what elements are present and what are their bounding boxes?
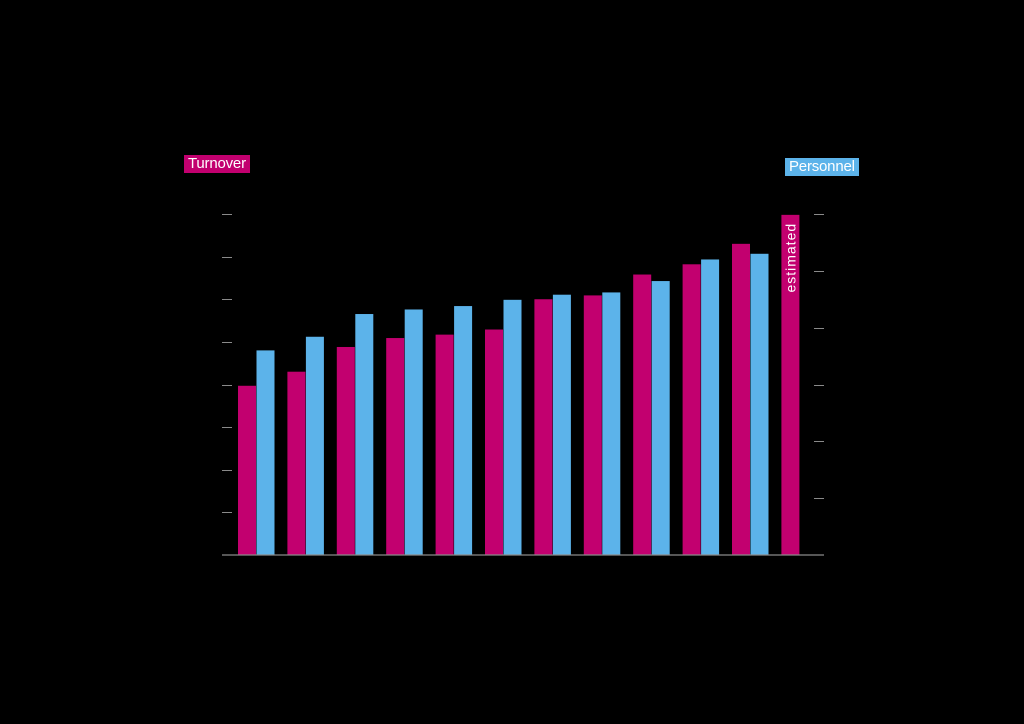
turnover-bar-8 [583,295,602,555]
personnel-bar-5 [454,306,473,555]
personnel-bar-11 [750,253,769,556]
turnover-axis-label: Turnover [184,155,250,173]
personnel-bar-8 [602,292,621,555]
turnover-bar-7 [534,299,553,555]
personnel-bar-3 [355,314,374,555]
turnover-bar-11 [732,243,750,555]
personnel-bar-6 [503,299,522,555]
turnover-bar-6 [485,329,503,555]
personnel-bar-9 [651,281,670,555]
turnover-bar-3 [336,346,355,555]
turnover-bar-1 [238,385,256,555]
turnover-bar-9 [633,274,652,555]
turnover-bar-5 [435,334,454,555]
personnel-bar-7 [552,294,571,555]
personnel-bar-4 [404,309,423,555]
right-axis-ticks [814,214,824,499]
personnel-bar-10 [701,259,720,555]
left-axis-ticks [222,214,232,513]
turnover-bar-4 [386,338,405,555]
estimated-label: estimated [782,223,798,293]
bars [238,214,800,556]
turnover-bar-2 [287,371,306,555]
personnel-bar-2 [305,336,324,555]
turnover-bar-10 [682,264,701,555]
personnel-bar-1 [256,350,275,555]
personnel-axis-label: Personnel [785,158,859,176]
turnover-bar-12 [781,214,800,556]
